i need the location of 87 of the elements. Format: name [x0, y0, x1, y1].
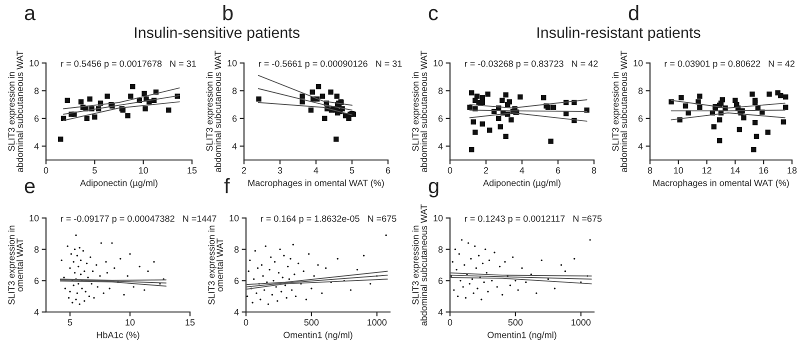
text: f: [224, 178, 230, 194]
text: c: [428, 8, 438, 20]
y-tick-label: 6: [438, 278, 443, 284]
y-tick-label: 6: [638, 115, 643, 122]
y-tick-label: 10: [30, 60, 39, 66]
y-tick-label: 4: [232, 143, 237, 150]
chart-title: Insulin-resistant patients: [538, 26, 700, 42]
y-tick-label: 10: [30, 214, 39, 222]
y-axis-title: SLIT3 expression in abdominal subcutaneous WAT: [612, 50, 628, 172]
y-tick-label: 4: [234, 309, 239, 316]
x-tick-label: 0: [448, 319, 452, 326]
y-tick-label: 4: [638, 143, 643, 150]
y-tick-label: 6: [34, 278, 39, 284]
x-tick-label: 8: [592, 167, 596, 174]
x-tick-label: 5: [92, 167, 97, 174]
annotation: r = 0.1243 p = 0.0012117 N =675: [465, 215, 602, 224]
y-tick-label: 6: [34, 115, 39, 122]
x-axis-title: Omentin1 (ng/ml): [488, 332, 556, 340]
y-tick-label: 4: [34, 309, 39, 316]
x-tick-label: 16: [759, 167, 768, 174]
y-axis-title: SLIT3 expression in abdominal subcutaneous WAT: [8, 50, 24, 172]
x-tick-label: 2: [242, 167, 246, 174]
text: a: [24, 8, 36, 20]
x-tick-label: 15: [186, 319, 195, 326]
x-tick-label: 10: [139, 167, 148, 174]
y-axis-title: SLIT3 expression in abdominal subcutaneous WAT: [412, 204, 428, 326]
text: d: [628, 5, 638, 20]
annotation: r = -0.09177 p = 0.00047382 N =1447: [61, 215, 216, 224]
x-tick-label: 0: [44, 167, 48, 174]
x-axis-title: HbA1c (%): [96, 332, 140, 340]
y-axis-title: SLIT3 expression in abdominal subcutaneous WAT: [206, 50, 222, 172]
y-tick-label: 8: [34, 88, 39, 94]
y-tick-label: 10: [230, 214, 239, 222]
annotation: r = -0.5661 p = 0.00090126 N = 31: [259, 60, 402, 69]
x-tick-label: 14: [730, 167, 740, 174]
annotation: r = 0.5456 p = 0.0017678 N = 31: [61, 60, 196, 69]
chart-title: Insulin-sensitive patients: [135, 26, 300, 42]
annotation: r = -0.03268 p = 0.83723 N = 42: [465, 60, 598, 69]
x-tick-label: 3: [278, 167, 282, 174]
x-axis-title: Omentin1 (ng/ml): [284, 332, 352, 340]
y-tick-label: 10: [228, 60, 237, 66]
x-tick-label: 6: [556, 167, 560, 174]
y-tick-label: 10: [634, 60, 643, 66]
x-tick-label: 4: [520, 167, 524, 174]
y-tick-label: 8: [438, 88, 443, 94]
y-tick-label: 4: [438, 143, 443, 150]
y-tick-label: 6: [438, 115, 443, 122]
x-tick-label: 0: [448, 167, 452, 174]
x-tick-label: 500: [508, 319, 523, 326]
y-axis-title: SLIT3 expression in abdominal subcutaneous WAT: [412, 50, 428, 172]
y-tick-label: 10: [434, 214, 443, 222]
x-tick-label: 0: [244, 319, 248, 326]
y-tick-label: 4: [34, 143, 39, 150]
x-axis-title: Adiponectin (µg/ml): [80, 180, 158, 188]
x-tick-label: 15: [188, 167, 197, 174]
y-axis-title: SLIT3 expression in omental WAT: [8, 226, 24, 304]
y-tick-label: 8: [234, 246, 239, 253]
x-tick-label: 10: [126, 319, 135, 326]
annotation: r = 0.164 p = 1.8632e-05 N =675: [261, 215, 396, 224]
x-tick-label: 18: [788, 167, 797, 174]
x-tick-label: 1000: [368, 319, 387, 326]
y-tick-label: 6: [234, 278, 239, 284]
y-tick-label: 6: [232, 115, 237, 122]
x-tick-label: 1000: [572, 319, 591, 326]
x-tick-label: 10: [674, 167, 684, 174]
x-tick-label: 4: [314, 167, 318, 174]
y-tick-label: 8: [232, 88, 237, 94]
annotation: r = 0.03901 p = 0.80622 N = 42: [664, 60, 794, 69]
y-tick-label: 8: [438, 246, 443, 253]
x-axis-title: Adiponectin (µg/ml): [483, 180, 560, 188]
y-tick-label: 10: [434, 60, 443, 66]
x-tick-label: 2: [484, 167, 488, 174]
y-tick-label: 4: [438, 309, 443, 316]
y-tick-label: 8: [638, 88, 643, 94]
text: e: [24, 182, 35, 194]
y-axis-title: SLIT3 expression in omental WAT: [208, 226, 224, 304]
x-tick-label: 6: [386, 167, 390, 174]
x-tick-label: 5: [68, 319, 72, 326]
y-tick-label: 8: [34, 246, 39, 253]
text: g: [428, 182, 438, 198]
text: b: [223, 5, 233, 20]
x-tick-label: 5: [350, 167, 354, 174]
x-tick-label: 12: [702, 167, 712, 174]
x-tick-label: 500: [304, 319, 319, 326]
x-axis-title: Macrophages in omental WAT (%): [248, 180, 384, 188]
x-tick-label: 8: [648, 167, 652, 174]
x-axis-title: Macrophages in omental WAT (%): [653, 180, 789, 188]
